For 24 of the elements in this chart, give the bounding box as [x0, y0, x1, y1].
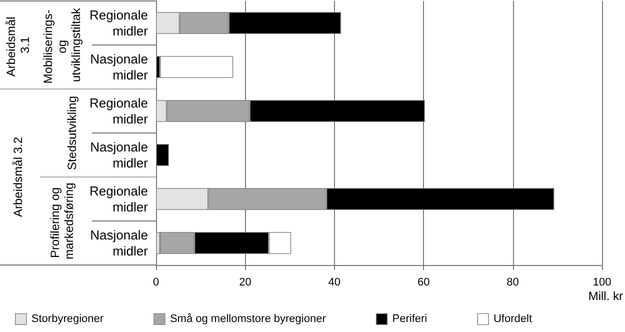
x-tick-label: 100 [592, 276, 612, 288]
y-tick-label: Regionale midler [89, 96, 149, 126]
legend-label: Storbyregioner [31, 313, 104, 326]
y-tick-label: Nasjonale midler [90, 52, 149, 82]
x-axis-title: Mill. kr [588, 289, 624, 303]
legend-label: Ufordelt [493, 313, 532, 326]
text: Stedsutvikling [65, 96, 79, 170]
text: Arbeidsmål 3.1 [4, 13, 32, 77]
x-tick-label: 40 [328, 276, 341, 288]
y-tick-label: Nasjonale midler [90, 140, 149, 170]
y-tick-label: Regionale midler [89, 184, 149, 214]
x-tick-label: 80 [506, 276, 519, 288]
x-tick-label: 0 [152, 276, 160, 288]
x-tick-label: 60 [417, 276, 430, 288]
x-tick-label: 20 [239, 276, 252, 288]
legend-label: Periferi [392, 313, 428, 326]
legend-label: Små og mellomstore byregioner [170, 313, 326, 326]
text: Mobiliserings- og utviklingstiltak [41, 6, 83, 84]
bar [160, 56, 234, 78]
y-tick-label: Nasjonale midler [90, 228, 149, 258]
bar [156, 144, 169, 166]
text: Profilering og markedsføring [48, 182, 76, 260]
text: Arbeidsmål 3.2 [11, 136, 25, 218]
y-tick-label: Regionale midler [89, 8, 149, 38]
